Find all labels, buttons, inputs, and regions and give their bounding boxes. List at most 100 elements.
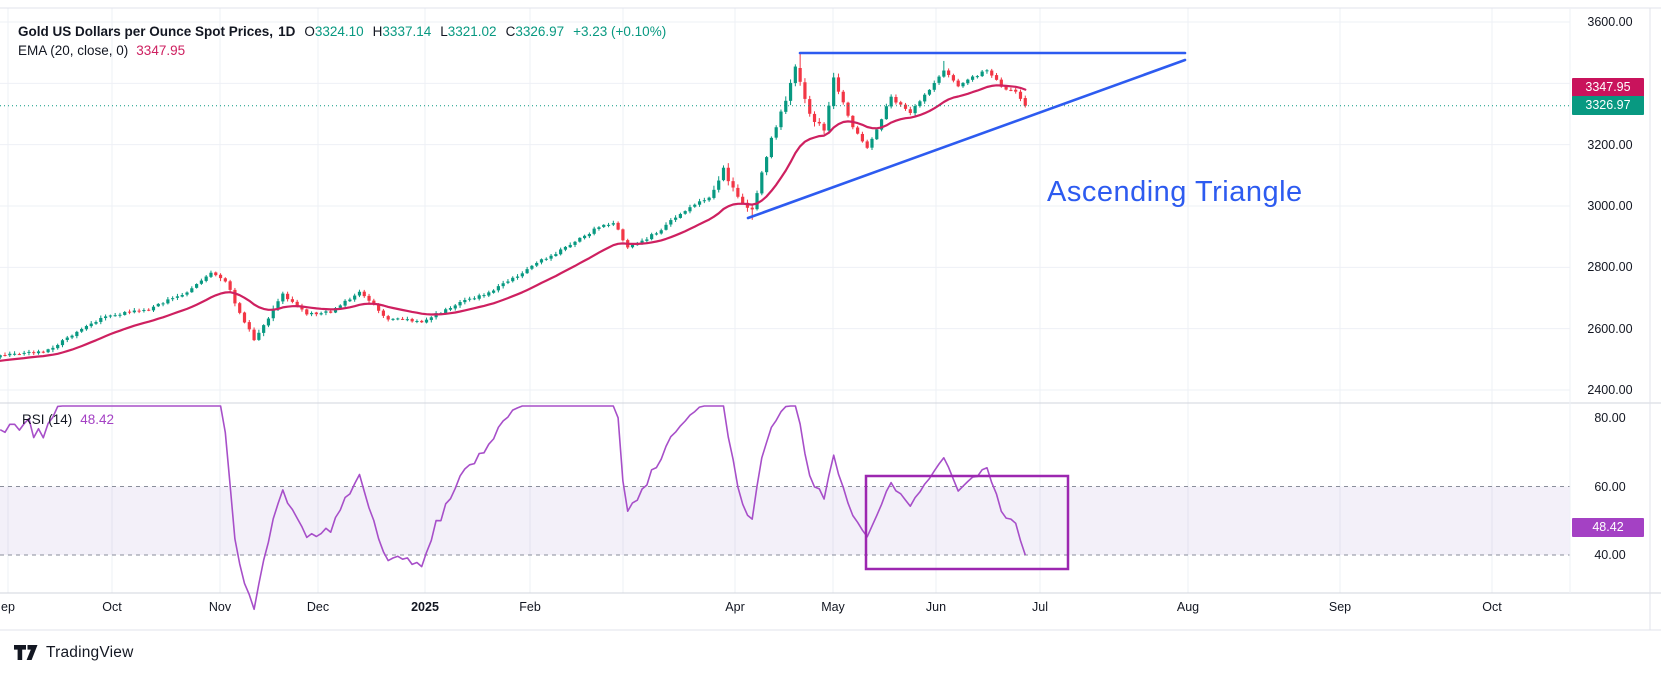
candle-body xyxy=(89,323,93,327)
candle-body xyxy=(400,318,405,320)
candle-body xyxy=(693,204,697,207)
candle-body xyxy=(305,309,309,315)
candle-body xyxy=(463,299,467,303)
candle-body xyxy=(592,228,596,234)
candle-body xyxy=(367,295,371,301)
candle-body xyxy=(46,349,50,353)
rsi-legend-row[interactable]: RSI (14) 48.42 xyxy=(22,412,114,427)
candle-body xyxy=(84,326,89,330)
rsi-band xyxy=(0,486,1570,555)
time-axis-label: Sep xyxy=(1328,600,1352,614)
candle-body xyxy=(942,70,946,77)
candle-body xyxy=(856,127,860,134)
candle-body xyxy=(448,308,453,310)
candle-body xyxy=(190,288,194,293)
candle-body xyxy=(563,246,568,250)
candle-body xyxy=(1009,89,1013,91)
candle-body xyxy=(674,217,678,220)
open-label: O xyxy=(304,24,315,39)
candle-body xyxy=(501,283,505,287)
candle-body xyxy=(453,305,457,309)
candle-body xyxy=(1004,86,1008,90)
candle-body xyxy=(94,322,98,324)
candle-body xyxy=(923,94,927,102)
candle-body xyxy=(468,298,472,300)
candle-body xyxy=(415,321,419,323)
candle-body xyxy=(185,292,189,295)
low-label: L xyxy=(440,24,448,39)
candle-body xyxy=(616,222,620,230)
candle-body xyxy=(343,300,347,306)
candle-body xyxy=(27,351,31,353)
candle-body xyxy=(65,337,69,340)
candle-body xyxy=(1023,98,1027,106)
candle-body xyxy=(712,189,716,198)
candle-body xyxy=(860,133,865,142)
candle-body xyxy=(377,304,381,311)
symbol-legend-row[interactable]: Gold US Dollars per Ounce Spot Prices, 1D… xyxy=(18,22,666,41)
rsi-axis-label: 40.00 xyxy=(1594,548,1626,562)
candle-body xyxy=(156,303,160,307)
candle-body xyxy=(951,75,956,81)
candle-body xyxy=(956,80,960,87)
candle-body xyxy=(894,96,898,103)
candle-body xyxy=(602,224,606,227)
candle-body xyxy=(755,193,759,210)
candle-body xyxy=(276,301,280,309)
tradingview-attribution[interactable]: TradingView xyxy=(14,644,134,662)
candle-body xyxy=(870,138,874,148)
candle-body xyxy=(271,308,275,319)
candle-body xyxy=(779,111,783,128)
ema-line[interactable] xyxy=(0,84,1027,362)
candle-body xyxy=(726,167,730,182)
candle-body xyxy=(396,318,400,320)
candle-body xyxy=(309,312,314,315)
candle-body xyxy=(166,299,170,304)
triangle-support-line[interactable] xyxy=(746,58,1187,220)
candle-body xyxy=(659,230,663,234)
candlestick-series xyxy=(0,53,1027,360)
candle-body xyxy=(496,286,500,291)
price-axis-label: 2600.00 xyxy=(1587,321,1633,336)
ascending-triangle-label[interactable]: Ascending Triangle xyxy=(1047,176,1303,208)
candle-body xyxy=(286,293,290,300)
candle-body xyxy=(410,318,414,322)
candle-body xyxy=(314,312,318,315)
ema-legend-row[interactable]: EMA (20, close, 0) 3347.95 xyxy=(18,41,666,60)
candle-body xyxy=(444,309,448,314)
candle-body xyxy=(8,353,12,356)
candle-body xyxy=(721,167,726,181)
candle-body xyxy=(808,99,812,114)
candle-body xyxy=(482,295,486,297)
candle-body xyxy=(175,296,180,298)
candle-body xyxy=(765,157,769,173)
candle-body xyxy=(654,233,659,235)
ema-price-badge: 3347.95 xyxy=(1572,77,1644,97)
candle-body xyxy=(127,311,132,313)
candle-body xyxy=(218,274,223,279)
close-label: C xyxy=(505,24,516,39)
candle-body xyxy=(257,332,261,340)
time-axis-label: 2025 xyxy=(411,600,439,614)
tradingview-logo-icon xyxy=(14,645,38,660)
candle-body xyxy=(132,310,136,313)
candle-body xyxy=(487,292,491,296)
candle-body xyxy=(233,289,237,304)
candle-body xyxy=(199,280,203,284)
candle-body xyxy=(736,187,740,197)
candle-body xyxy=(386,316,390,320)
candle-body xyxy=(142,310,146,312)
candle-body xyxy=(252,329,256,341)
candle-body xyxy=(242,312,247,323)
candle-body xyxy=(793,66,797,84)
candle-body xyxy=(645,239,649,241)
candle-body xyxy=(405,319,409,321)
candle-body xyxy=(568,244,572,248)
candle-body xyxy=(75,331,79,337)
candle-body xyxy=(822,123,826,131)
candle-body xyxy=(697,201,702,205)
rsi-highlight-box[interactable] xyxy=(864,474,1070,571)
candle-body xyxy=(846,102,850,116)
